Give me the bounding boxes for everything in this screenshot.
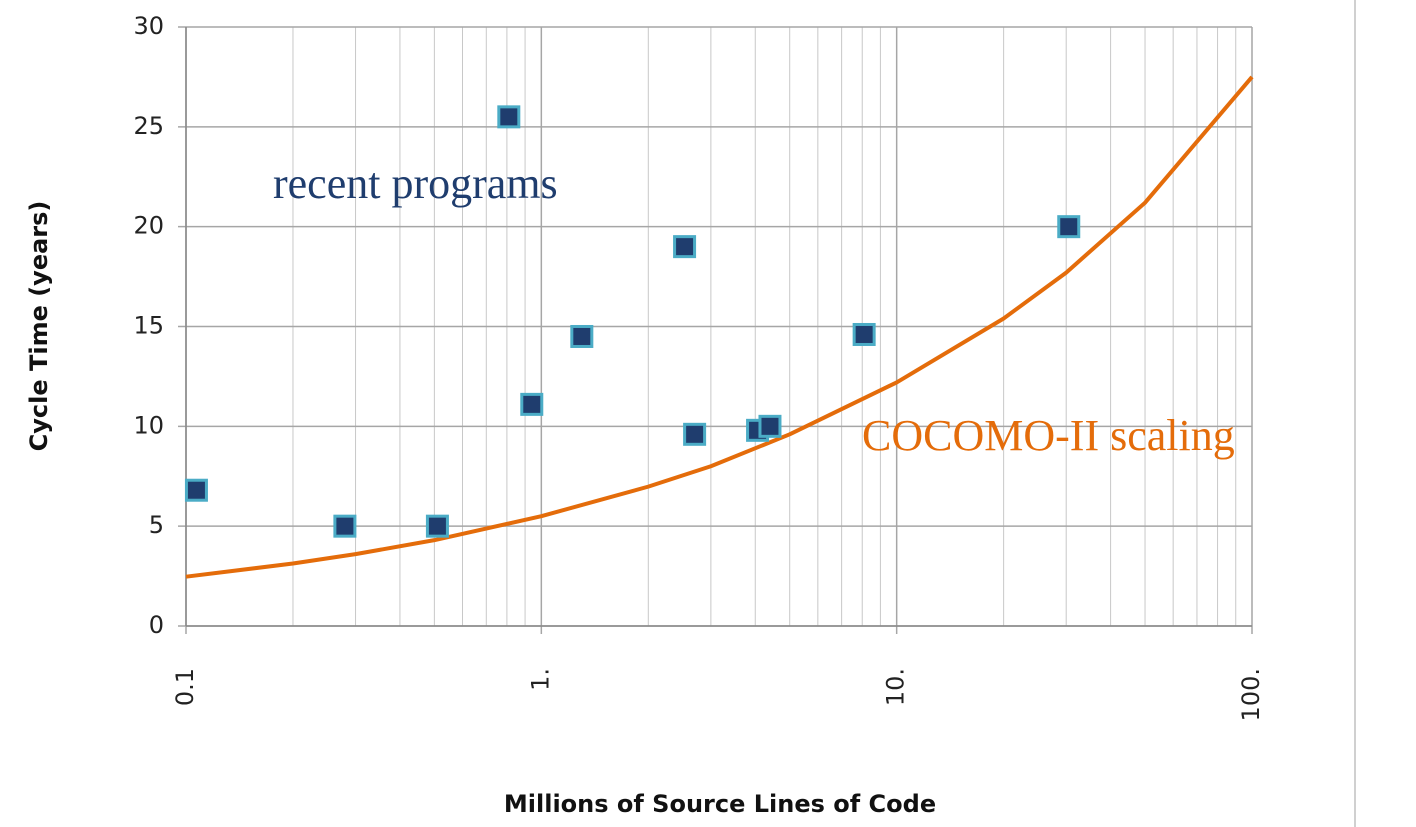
x-tick-label: 0.1 bbox=[171, 668, 199, 706]
data-point bbox=[570, 324, 594, 348]
scaling-curve bbox=[185, 75, 1254, 579]
y-tick-label: 5 bbox=[149, 511, 164, 539]
data-point bbox=[497, 105, 521, 129]
data-point bbox=[520, 392, 544, 416]
x-tick-label: 1. bbox=[526, 668, 554, 691]
data-point bbox=[425, 514, 449, 538]
y-tick-label: 10 bbox=[133, 411, 164, 439]
data-point bbox=[184, 478, 208, 502]
y-tick-label: 20 bbox=[133, 212, 164, 240]
y-tick-label: 30 bbox=[133, 12, 164, 40]
annotation: COCOMO-II scaling bbox=[862, 411, 1235, 460]
x-tick-label: 10. bbox=[882, 668, 910, 706]
data-point bbox=[333, 514, 357, 538]
x-tick-label: 100. bbox=[1237, 668, 1265, 721]
data-point bbox=[673, 235, 697, 259]
y-tick-label: 25 bbox=[133, 112, 164, 140]
data-point bbox=[683, 422, 707, 446]
x-axis-title: Millions of Source Lines of Code bbox=[504, 790, 936, 818]
y-axis-title: Cycle Time (years) bbox=[25, 201, 53, 452]
y-tick-label: 0 bbox=[149, 611, 164, 639]
annotation: recent programs bbox=[273, 159, 558, 208]
y-tick-label: 15 bbox=[133, 312, 164, 340]
data-point bbox=[852, 322, 876, 346]
data-point bbox=[1057, 215, 1081, 239]
data-point bbox=[758, 414, 782, 438]
